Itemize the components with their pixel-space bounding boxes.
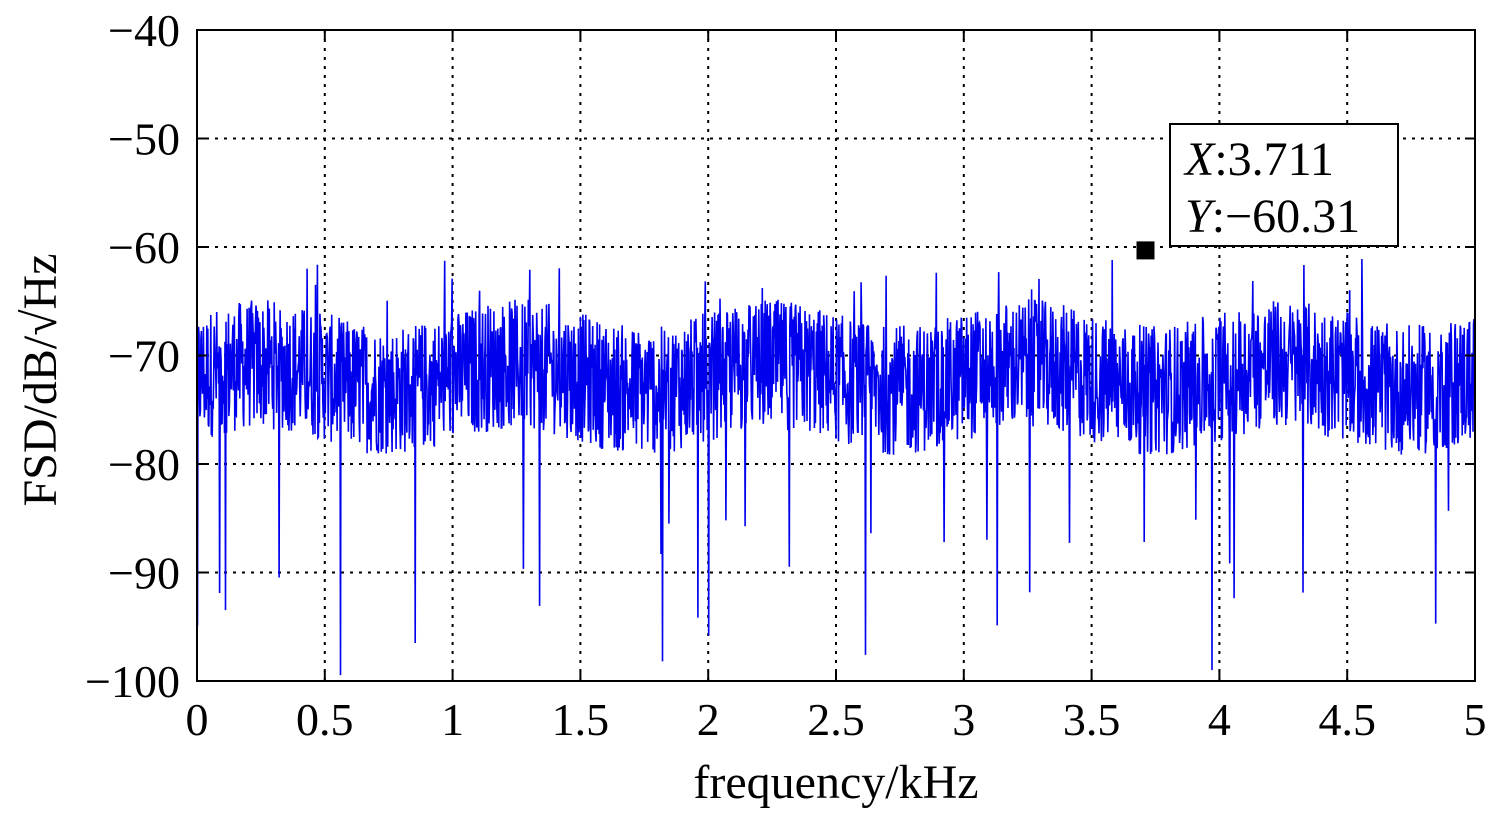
y-tick-label: −60 [108, 222, 180, 273]
y-axis-label: FSD/dB/√Hz [14, 253, 67, 506]
y-tick-label: −40 [108, 5, 180, 56]
datatip-x-label: X [1183, 133, 1216, 186]
datatip-x-text: X:3.711 [1183, 133, 1334, 186]
datatip-y-text: Y:−60.31 [1185, 190, 1360, 243]
x-tick-label: 4 [1208, 694, 1231, 745]
x-tick-label: 1 [441, 694, 464, 745]
spectrum-series [196, 258, 1476, 676]
y-tick-label: −80 [108, 439, 180, 490]
datatip-box [1169, 123, 1399, 247]
y-axis-ticks: −40 −50 −60 −70 −80 −90 −100 [85, 5, 1475, 707]
y-tick-label: −90 [108, 548, 180, 599]
x-tick-label: 0.5 [296, 694, 354, 745]
datatip-x-value: :3.711 [1214, 133, 1334, 186]
datatip-y-value: :−60.31 [1212, 190, 1360, 243]
y-tick-label: −50 [108, 114, 180, 165]
x-axis-label: frequency/kHz [693, 756, 978, 809]
x-tick-label: 1.5 [552, 694, 610, 745]
x-tick-label: 2.5 [807, 694, 865, 745]
x-tick-label: 0 [186, 694, 209, 745]
y-tick-label: −70 [108, 331, 180, 382]
datatip-marker[interactable] [1136, 241, 1155, 260]
spectrum-line [196, 258, 1476, 676]
x-tick-label: 5 [1464, 694, 1487, 745]
datatip[interactable]: X:3.711 Y:−60.31 [1136, 123, 1399, 260]
datatip-y-label: Y [1185, 190, 1216, 243]
x-tick-label: 3.5 [1063, 694, 1121, 745]
x-tick-label: 4.5 [1318, 694, 1376, 745]
y-tick-label: −100 [85, 656, 180, 707]
x-axis-ticks: 0 0.5 1 1.5 2 2.5 3 3.5 4 4.5 5 [186, 30, 1487, 745]
x-tick-label: 3 [952, 694, 975, 745]
x-tick-label: 2 [697, 694, 720, 745]
